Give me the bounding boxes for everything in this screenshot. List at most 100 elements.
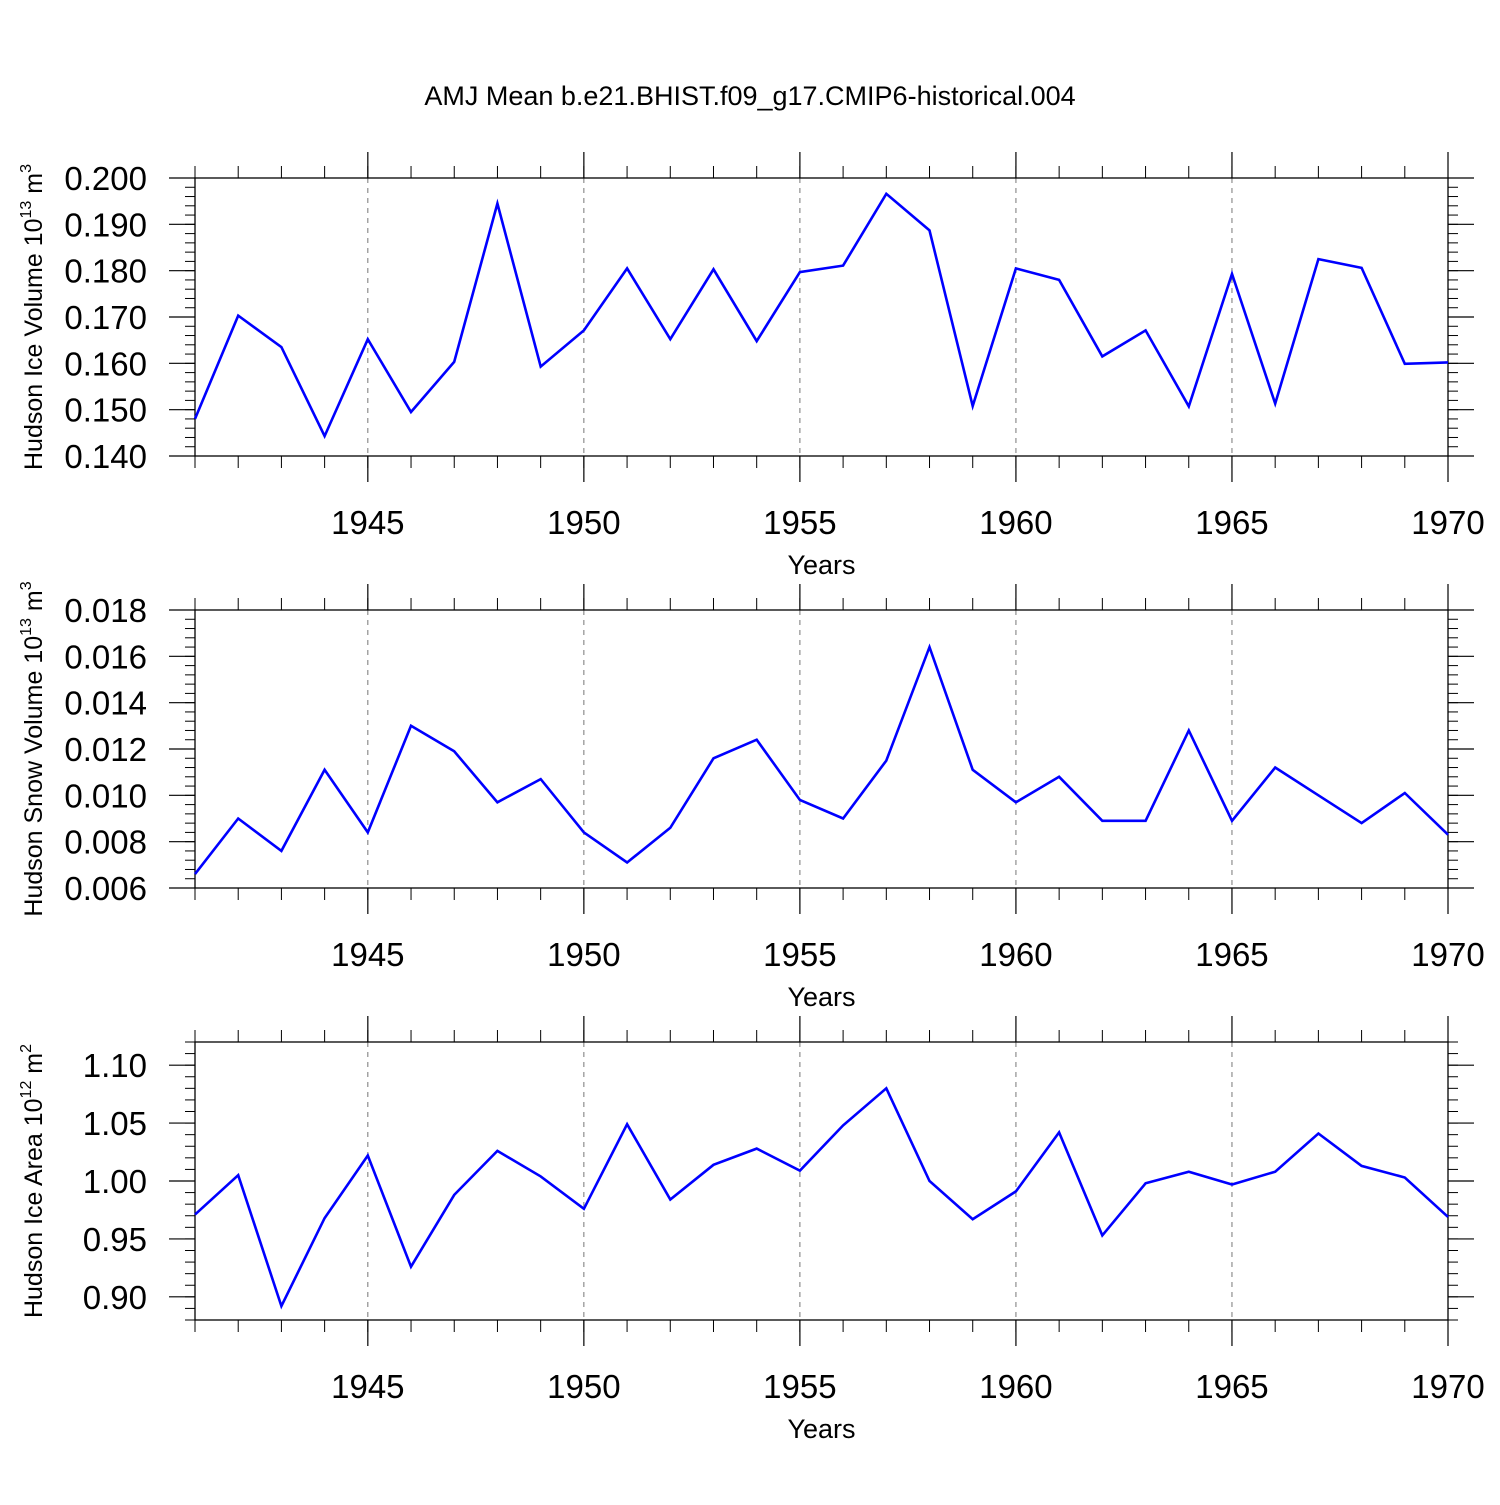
plot-frame (194, 609, 1449, 889)
y-axis-label: Hudson Ice Volume 1013 m3 (18, 164, 48, 470)
data-point (452, 360, 456, 364)
x-tick-label: 1965 (1195, 1368, 1268, 1405)
data-point (971, 404, 975, 408)
y-tick-label: 0.90 (83, 1279, 147, 1316)
data-point (1360, 821, 1364, 825)
panel-2: 0.006 0.008 0.010 0.012 0.014 0.016 0.018 1945 1… (18, 581, 1485, 1012)
data-point (1144, 328, 1148, 332)
data-point (711, 1163, 715, 1167)
data-point (798, 798, 802, 802)
y-tick-label: 1.00 (83, 1163, 147, 1200)
data-point (971, 1217, 975, 1221)
plot-frame (194, 177, 1449, 457)
panel-1: 0.140 0.150 0.160 0.170 0.180 0.190 0.200 1945 1… (18, 152, 1485, 580)
y-label-unit: m (20, 590, 48, 618)
data-point (1057, 775, 1061, 779)
data-point (884, 759, 888, 763)
data-point (625, 266, 629, 270)
data-point (1316, 1132, 1320, 1136)
data-point (1403, 362, 1407, 366)
x-tick-label: 1965 (1195, 504, 1268, 541)
data-point (1446, 1215, 1450, 1219)
data-point (366, 1154, 370, 1158)
y-label-main: Hudson Snow Volume 10 (20, 636, 48, 917)
x-tick-label: 1960 (979, 504, 1052, 541)
data-point (841, 264, 845, 268)
data-point (452, 749, 456, 753)
y-tick-label: 0.95 (83, 1221, 147, 1258)
data-point (582, 830, 586, 834)
y-tick-label: 0.014 (64, 685, 147, 722)
data-point (884, 192, 888, 196)
data-point (1187, 404, 1191, 408)
y-tick-label: 0.160 (64, 345, 147, 382)
data-point (668, 826, 672, 830)
data-point (409, 1265, 413, 1269)
data-point (236, 314, 240, 318)
x-tick-label: 1970 (1411, 504, 1484, 541)
data-point (1403, 1176, 1407, 1180)
x-tick-label: 1960 (979, 936, 1052, 973)
x-tick-label: 1945 (331, 504, 404, 541)
data-point (1273, 766, 1277, 770)
y-tick-label: 0.012 (64, 731, 147, 768)
data-point (798, 1169, 802, 1173)
data-point (1144, 1181, 1148, 1185)
data-point (1446, 833, 1450, 837)
y-label-exponent: 12 (18, 1081, 35, 1099)
y-tick-label: 0.200 (64, 160, 147, 197)
data-point (409, 724, 413, 728)
data-point (668, 1198, 672, 1202)
data-point (625, 1122, 629, 1126)
x-tick-label: 1955 (763, 1368, 836, 1405)
data-point (1014, 800, 1018, 804)
data-point (928, 645, 932, 649)
data-point (755, 1147, 759, 1151)
data-point (1057, 1130, 1061, 1134)
panel-3: 0.90 0.95 1.00 1.05 1.10 1945 1950 1955 1960 1965… (18, 1016, 1485, 1444)
x-tick-label: 1970 (1411, 1368, 1484, 1405)
y-label-unit-exponent: 3 (18, 581, 35, 590)
y-label-unit-exponent: 3 (18, 164, 35, 173)
data-point (323, 434, 327, 438)
y-label-main: Hudson Ice Volume 10 (20, 218, 48, 470)
x-tick-label: 1945 (331, 936, 404, 973)
data-point (495, 201, 499, 205)
x-axis-label: Years (787, 550, 855, 580)
data-point (1230, 819, 1234, 823)
data-point (323, 768, 327, 772)
y-label-exponent: 13 (18, 618, 35, 636)
data-point (1057, 278, 1061, 282)
y-tick-label: 0.190 (64, 206, 147, 243)
data-point (409, 410, 413, 414)
data-point (625, 861, 629, 865)
data-point (1100, 1233, 1104, 1237)
data-point (236, 1173, 240, 1177)
x-tick-label: 1965 (1195, 936, 1268, 973)
data-point (884, 1086, 888, 1090)
data-point (452, 1193, 456, 1197)
data-point (582, 1207, 586, 1211)
data-point (928, 228, 932, 232)
figure-title: AMJ Mean b.e21.BHIST.f09_g17.CMIP6-histo… (424, 81, 1075, 111)
data-point (1187, 1170, 1191, 1174)
plot-frame (194, 1041, 1449, 1321)
data-point (1230, 1182, 1234, 1186)
y-label-unit: m (20, 1053, 48, 1081)
y-tick-label: 1.05 (83, 1105, 147, 1142)
x-tick-label: 1955 (763, 504, 836, 541)
x-axis-label: Years (787, 1414, 855, 1444)
data-point (279, 1304, 283, 1308)
data-point (1144, 819, 1148, 823)
data-point (841, 817, 845, 821)
y-axis-label: Hudson Ice Area 1012 m2 (18, 1044, 48, 1318)
data-point (711, 267, 715, 271)
data-point (539, 1174, 543, 1178)
data-point (971, 768, 975, 772)
y-tick-label: 0.010 (64, 777, 147, 814)
data-point (193, 417, 197, 421)
y-tick-label: 0.180 (64, 253, 147, 290)
x-tick-label: 1950 (547, 1368, 620, 1405)
